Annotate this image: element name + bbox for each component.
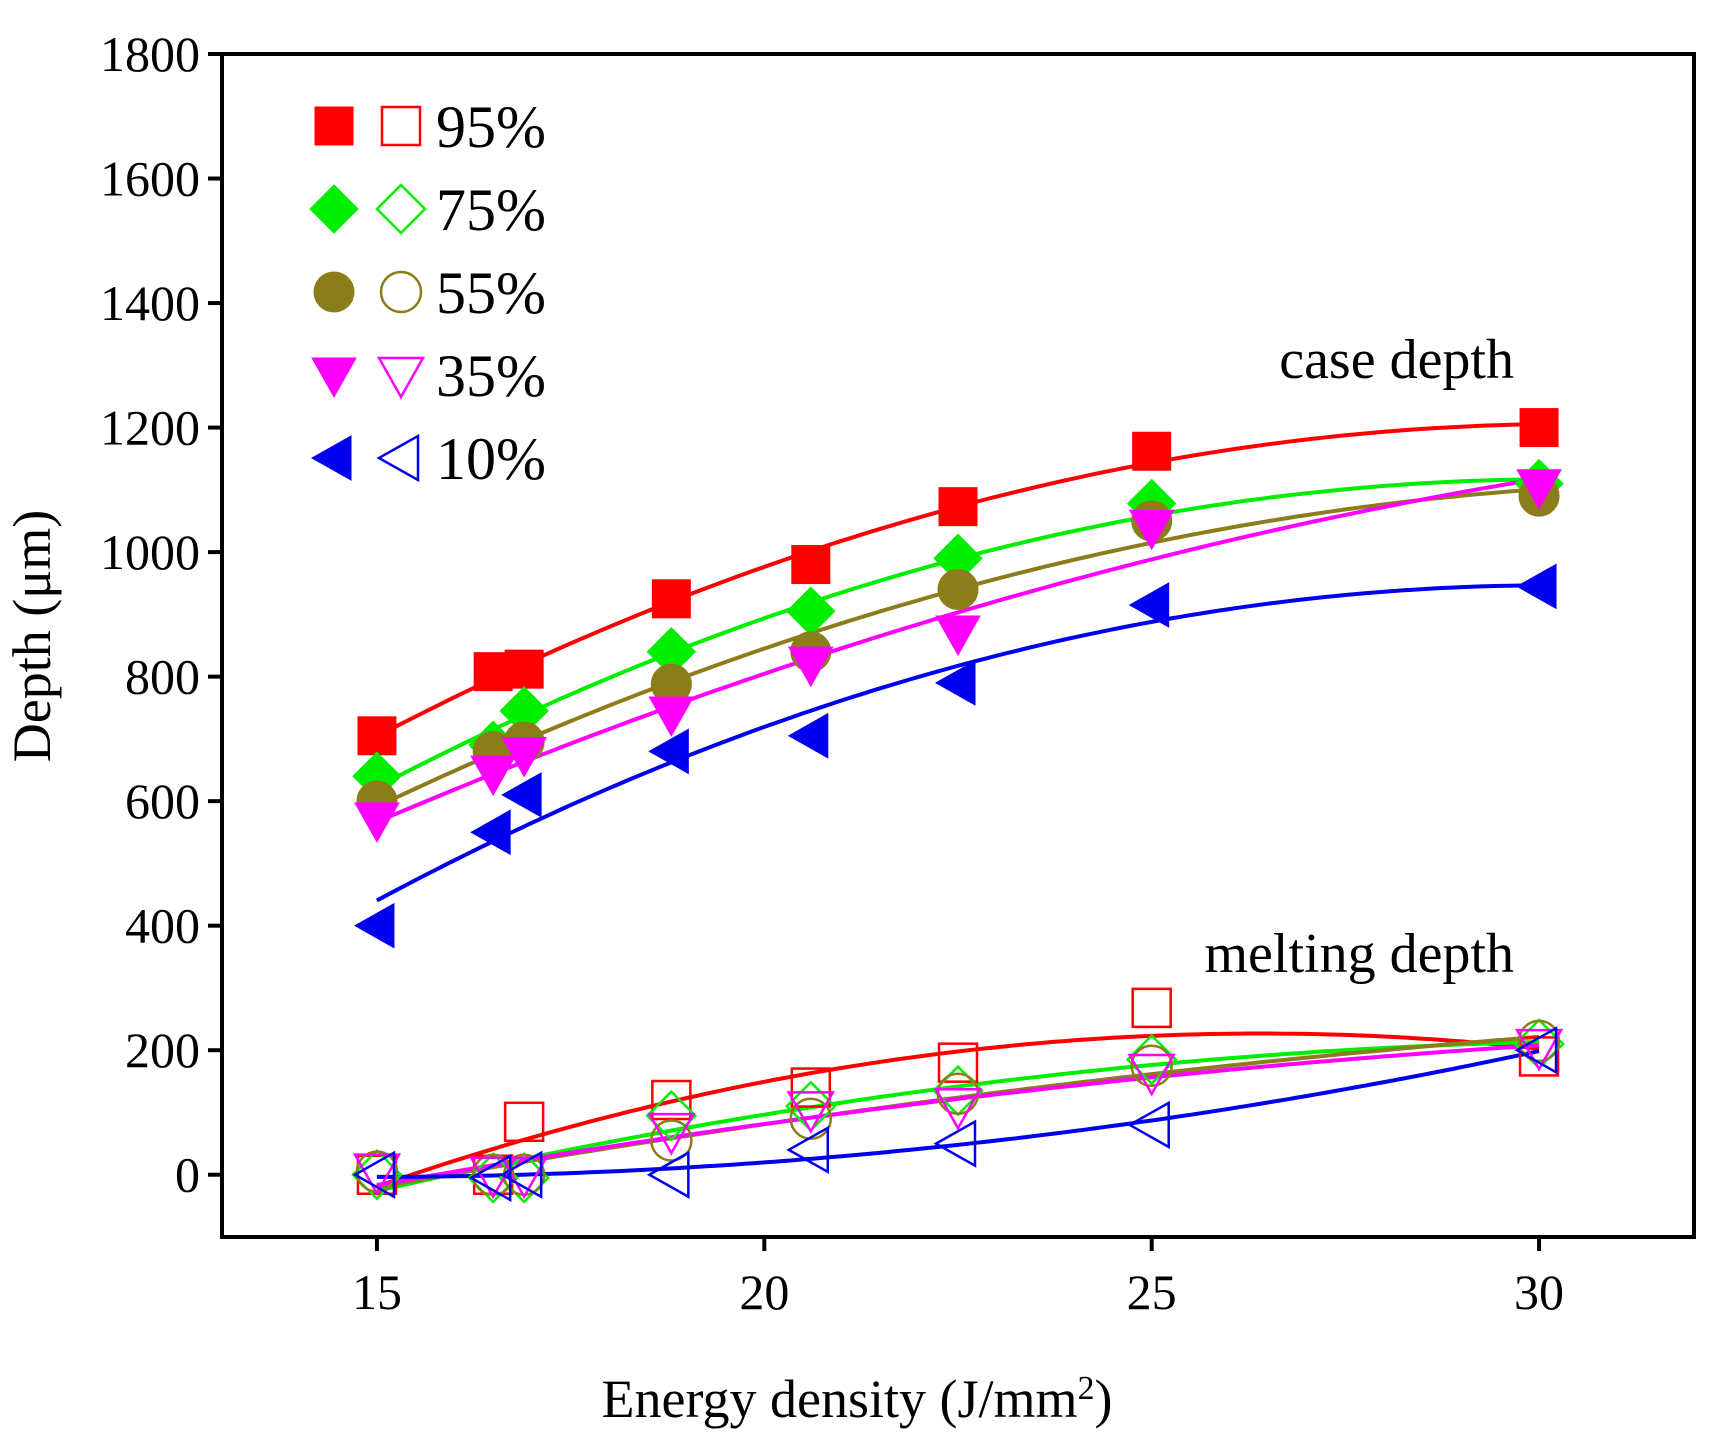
legend-marker-filled: [314, 106, 354, 146]
melting-depth-point-75pct: [1125, 1033, 1178, 1086]
tick-labels: 15 20 25 30 0 200 400 600 800 1000 1200 1400 1600 180…: [100, 26, 1564, 1320]
axis-ticks: [208, 52, 1542, 1251]
y-tick-label: 0: [175, 1147, 200, 1203]
fit-curve-melting-depth-75pct: [376, 1040, 1540, 1193]
x-tick-label: 30: [1514, 1264, 1564, 1320]
melting-depth-point-10pct: [1514, 1026, 1558, 1075]
x-axis-title: Energy density (J/mm2): [602, 1369, 1113, 1429]
case-depth-point-35pct: [1516, 469, 1562, 510]
melting-depth-point-35pct: [933, 1087, 983, 1131]
legend-marker-open: [376, 356, 426, 400]
annotation-case-depth: case depth: [1279, 329, 1514, 391]
melting-depth-point-10pct: [933, 1119, 977, 1168]
melting-depth-point-10pct: [786, 1125, 830, 1174]
melting-depth-point-95pct: [651, 1079, 692, 1121]
case-depth-point-95pct: [651, 579, 691, 619]
case-depth-point-95pct: [791, 545, 831, 585]
y-tick-label: 1800: [100, 26, 200, 82]
case-depth-point-35pct: [648, 696, 695, 738]
legend-marker-open: [380, 105, 422, 147]
y-tick-label: 1600: [100, 151, 200, 207]
case-depth-point-95pct: [1519, 408, 1559, 448]
y-tick-label: 1200: [100, 400, 200, 456]
case-depth-point-10pct: [934, 660, 976, 706]
melting-depth-point-55pct: [1130, 1044, 1173, 1088]
x-axis-title-close: ): [1094, 1369, 1112, 1429]
melting-depth-point-35pct: [786, 1091, 835, 1134]
case-depth-point-95pct: [357, 716, 397, 756]
melting-depth-point-75pct: [645, 1089, 698, 1142]
case-depth-point-35pct: [470, 755, 517, 797]
fit-curve-case-depth-35pct: [376, 476, 1540, 824]
legend-marker-filled: [309, 184, 359, 234]
melting-depth-point-95pct: [937, 1042, 979, 1083]
case-depth-point-10pct: [648, 728, 689, 775]
melting-depth-point-10pct: [499, 1150, 543, 1199]
case-depth-point-10pct: [501, 772, 542, 818]
y-tick-label: 200: [125, 1022, 200, 1078]
legend-label: 75%: [436, 177, 546, 243]
melting-depth-point-10pct: [1127, 1100, 1170, 1150]
case-depth-point-10pct: [470, 809, 511, 856]
legend-marker-open: [376, 433, 420, 483]
legend: 95% 75% 55% 35% 10%: [309, 94, 546, 492]
melting-depth-point-35pct: [352, 1153, 402, 1197]
fit-curve-case-depth-10pct: [375, 583, 1540, 903]
melting-depth-point-95pct: [790, 1067, 832, 1108]
case-depth-point-95pct: [504, 649, 544, 689]
y-tick-label: 600: [125, 773, 200, 829]
y-tick-label: 1000: [100, 524, 200, 580]
legend-marker-filled: [310, 435, 352, 481]
legend-marker-open: [375, 183, 427, 235]
melting-depth-point-55pct: [650, 1119, 693, 1162]
melting-depth-point-35pct: [1127, 1053, 1176, 1097]
plot-frame: [220, 52, 1696, 1239]
data-markers: [351, 408, 1565, 1204]
legend-label: 55%: [436, 260, 546, 326]
x-tick-label: 25: [1127, 1264, 1177, 1320]
x-axis-title-sup: 2: [1077, 1370, 1094, 1407]
y-tick-label: 1400: [100, 275, 200, 331]
melting-depth-point-10pct: [352, 1150, 396, 1199]
legend-marker-filled: [313, 271, 355, 313]
case-depth-point-35pct: [354, 802, 400, 843]
legend-marker-filled: [311, 357, 357, 399]
case-depth-point-35pct: [1128, 509, 1175, 551]
melting-depth-point-35pct: [500, 1156, 549, 1200]
fit-curve-melting-depth-95pct: [376, 1031, 1540, 1189]
legend-marker-open: [379, 270, 423, 314]
melting-depth-point-95pct: [1131, 987, 1172, 1029]
y-tick-label: 800: [125, 649, 200, 705]
case-depth-point-55pct: [937, 568, 979, 610]
melting-depth-point-10pct: [646, 1150, 690, 1199]
legend-label: 10%: [436, 426, 546, 492]
case-depth-point-10pct: [353, 902, 395, 949]
case-depth-point-10pct: [1128, 582, 1170, 628]
fit-curve-melting-depth-35pct: [376, 1043, 1540, 1187]
x-tick-label: 20: [739, 1264, 789, 1320]
case-depth-point-35pct: [501, 736, 548, 778]
y-axis-title: Depth (μm): [2, 510, 62, 762]
annotation-melting-depth: melting depth: [1204, 923, 1514, 985]
melting-depth-point-35pct: [647, 1112, 696, 1156]
melting-depth-point-35pct: [1514, 1028, 1564, 1072]
case-depth-point-10pct: [787, 712, 829, 759]
case-depth-point-95pct: [1132, 431, 1172, 471]
x-tick-label: 15: [352, 1264, 402, 1320]
fit-curve-melting-depth-10pct: [376, 1049, 1540, 1179]
x-axis-title-main: Energy density (J/mm: [602, 1369, 1078, 1429]
y-tick-label: 400: [125, 898, 200, 954]
case-depth-point-95pct: [938, 487, 978, 527]
legend-label: 95%: [436, 94, 546, 160]
legend-label: 35%: [436, 343, 546, 409]
case-depth-point-35pct: [787, 646, 834, 688]
melting-depth-point-55pct: [1517, 1019, 1561, 1063]
melting-depth-point-95pct: [503, 1101, 545, 1143]
case-depth-point-35pct: [935, 615, 981, 657]
case-depth-point-10pct: [1516, 563, 1557, 610]
